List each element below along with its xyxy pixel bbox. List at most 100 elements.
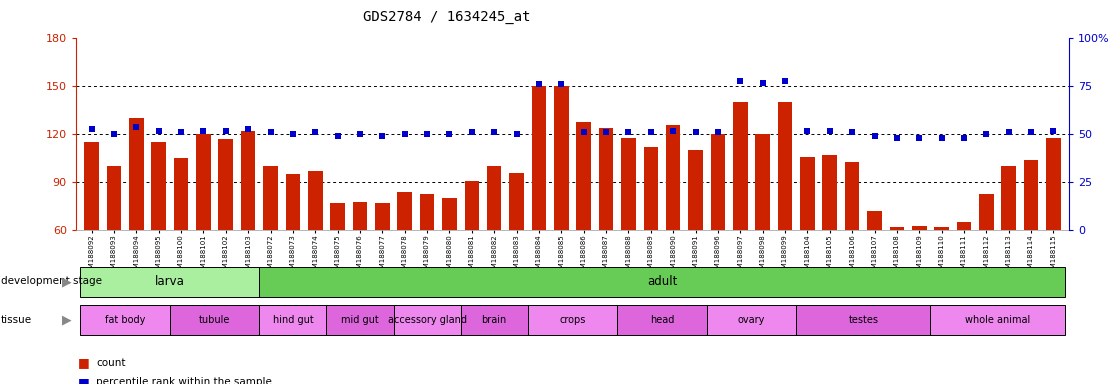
Bar — [912, 225, 926, 230]
Point — [1022, 129, 1040, 136]
Bar — [286, 174, 300, 230]
Bar — [219, 139, 233, 230]
Text: percentile rank within the sample: percentile rank within the sample — [96, 377, 272, 384]
Point — [686, 129, 704, 136]
Point — [83, 126, 100, 132]
Bar — [733, 103, 748, 230]
Bar — [845, 162, 859, 230]
Bar — [934, 227, 949, 230]
Point — [261, 129, 279, 136]
Bar — [979, 194, 993, 230]
Point — [194, 127, 212, 134]
Bar — [778, 103, 792, 230]
Text: ■: ■ — [78, 356, 90, 369]
Bar — [420, 194, 434, 230]
Text: head: head — [650, 315, 674, 325]
Point — [619, 129, 637, 136]
Bar — [577, 122, 591, 230]
Text: tubule: tubule — [199, 315, 230, 325]
Bar — [554, 86, 568, 230]
Bar — [442, 199, 456, 230]
Bar — [259, 305, 327, 335]
Point — [127, 124, 145, 130]
Point — [597, 129, 615, 136]
Bar — [800, 157, 815, 230]
Text: GDS2784 / 1634245_at: GDS2784 / 1634245_at — [363, 10, 530, 23]
Bar — [796, 305, 931, 335]
Point — [888, 135, 906, 141]
Point — [441, 131, 459, 137]
Point — [239, 126, 257, 132]
Point — [463, 129, 481, 136]
Bar — [622, 137, 636, 230]
Point — [709, 129, 727, 136]
Bar — [1023, 160, 1038, 230]
Point — [172, 129, 190, 136]
Bar — [487, 166, 501, 230]
Point — [731, 78, 749, 84]
Point — [485, 129, 503, 136]
Bar — [330, 203, 345, 230]
Point — [642, 129, 660, 136]
Text: crops: crops — [559, 315, 586, 325]
Point — [798, 127, 816, 134]
Point — [329, 133, 347, 139]
Point — [352, 131, 369, 137]
Bar — [394, 305, 461, 335]
Bar — [259, 267, 1065, 297]
Point — [866, 133, 884, 139]
Bar — [509, 173, 523, 230]
Bar — [308, 171, 323, 230]
Bar — [241, 131, 256, 230]
Bar — [129, 118, 144, 230]
Bar — [107, 166, 122, 230]
Text: ovary: ovary — [738, 315, 766, 325]
Bar — [327, 305, 394, 335]
Bar — [375, 203, 389, 230]
Point — [418, 131, 436, 137]
Point — [1045, 127, 1062, 134]
Point — [530, 81, 548, 88]
Point — [306, 129, 324, 136]
Bar — [263, 166, 278, 230]
Text: accessory gland: accessory gland — [387, 315, 466, 325]
Bar — [711, 134, 725, 230]
Bar — [1046, 137, 1060, 230]
Text: tissue: tissue — [1, 315, 32, 325]
Text: brain: brain — [482, 315, 507, 325]
Point — [150, 127, 167, 134]
Bar — [80, 267, 259, 297]
Text: mid gut: mid gut — [341, 315, 378, 325]
Bar — [822, 155, 837, 230]
Point — [955, 135, 973, 141]
Text: count: count — [96, 358, 125, 368]
Bar — [397, 192, 412, 230]
Point — [283, 131, 301, 137]
Text: ■: ■ — [78, 376, 90, 384]
Text: testes: testes — [848, 315, 878, 325]
Bar — [353, 202, 367, 230]
Bar — [528, 305, 617, 335]
Point — [217, 127, 234, 134]
Point — [396, 131, 414, 137]
Point — [508, 131, 526, 137]
Text: fat body: fat body — [105, 315, 145, 325]
Text: ▶: ▶ — [62, 314, 71, 327]
Bar — [867, 211, 882, 230]
Bar — [170, 305, 259, 335]
Text: larva: larva — [155, 275, 185, 288]
Bar — [889, 227, 904, 230]
Bar — [666, 125, 681, 230]
Point — [978, 131, 995, 137]
Bar — [644, 147, 658, 230]
Bar — [689, 151, 703, 230]
Point — [844, 129, 862, 136]
Text: whole animal: whole animal — [965, 315, 1030, 325]
Bar — [756, 134, 770, 230]
Point — [1000, 129, 1018, 136]
Bar — [1001, 166, 1016, 230]
Bar — [617, 305, 706, 335]
Bar — [196, 134, 211, 230]
Bar — [461, 305, 528, 335]
Bar — [174, 158, 189, 230]
